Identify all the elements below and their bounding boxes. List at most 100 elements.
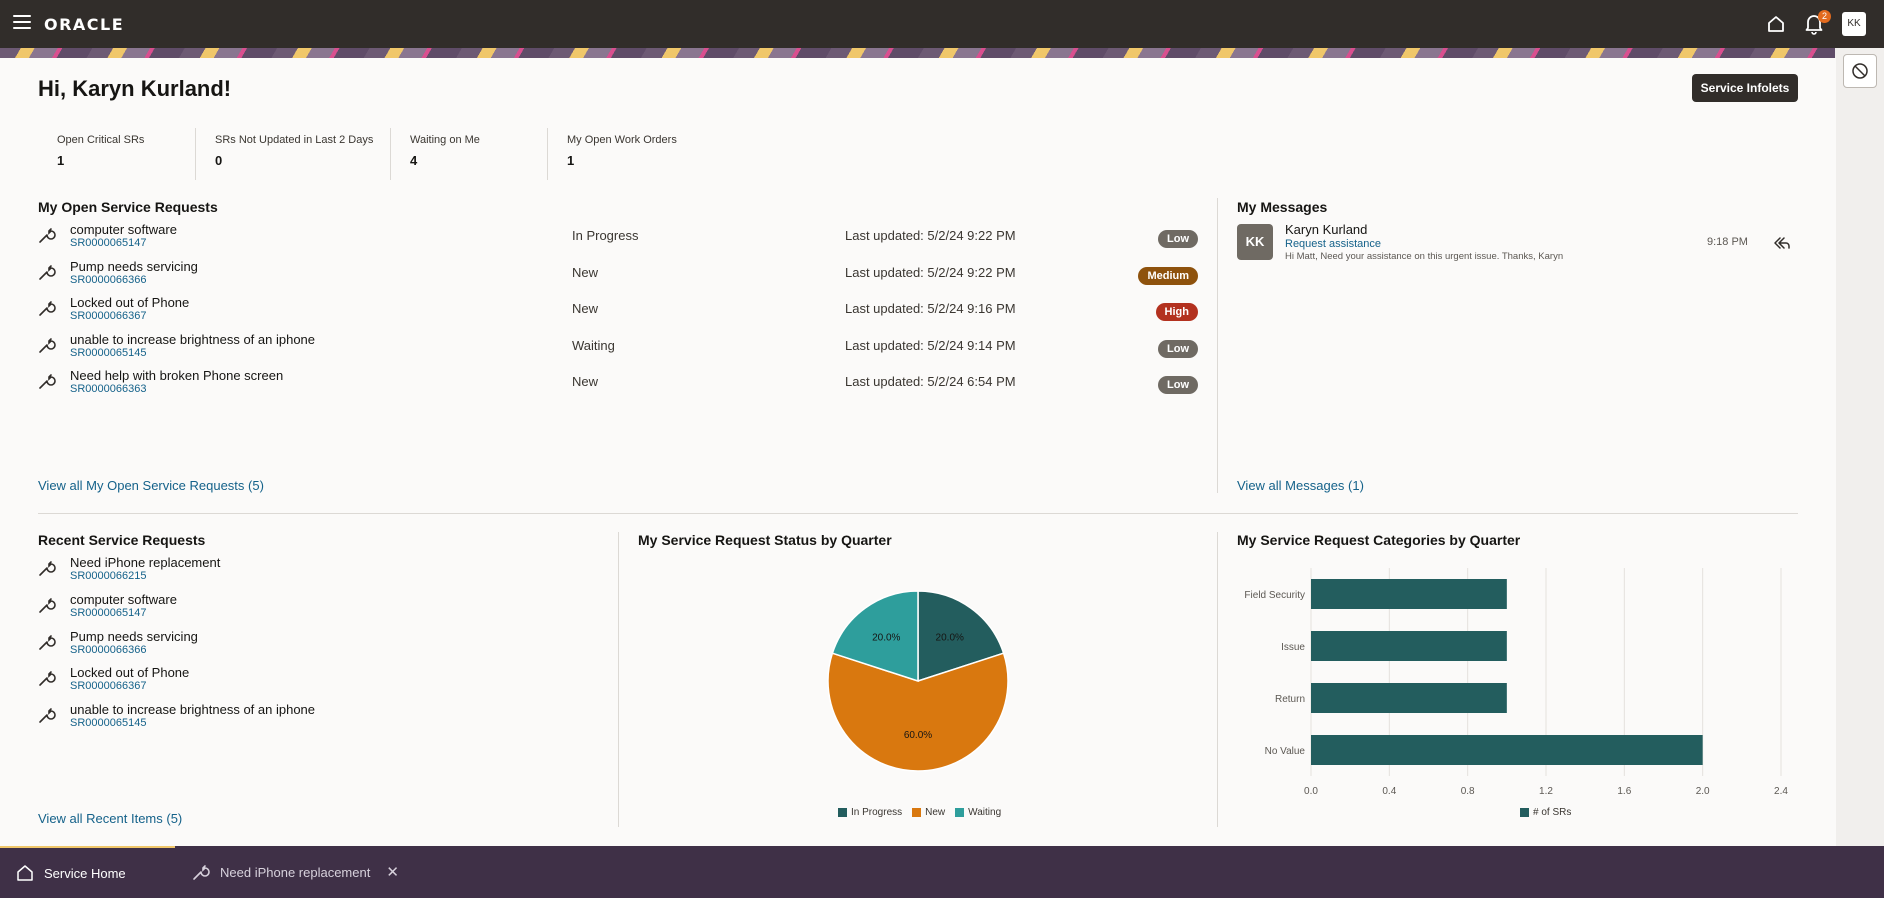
view-all-recent-link[interactable]: View all Recent Items (5) [38, 811, 183, 826]
legend-item[interactable]: # of SRs [1520, 807, 1571, 818]
sr-number-link[interactable]: SR0000066367 [70, 680, 147, 693]
x-tick-label: 0.4 [1382, 786, 1396, 797]
sr-number-link[interactable]: SR0000065145 [70, 717, 147, 730]
sr-title: Locked out of Phone [70, 665, 190, 681]
menu-icon[interactable] [13, 15, 31, 31]
close-icon[interactable]: ✕ [386, 864, 399, 881]
list-item[interactable]: computer software SR0000065147 In Progre… [38, 220, 1198, 257]
sr-status: New [572, 264, 599, 280]
pie-slice-new[interactable] [827, 652, 1009, 772]
sr-title: Need iPhone replacement [70, 555, 221, 570]
bar-return[interactable] [1311, 683, 1507, 713]
sr-title: computer software [70, 222, 177, 237]
legend-item[interactable]: In Progress [838, 807, 902, 818]
list-item[interactable]: computer software SR0000065147 [38, 590, 598, 627]
tab-service-home[interactable]: Service Home [0, 846, 175, 898]
list-item[interactable]: Pump needs servicing SR0000066366 New La… [38, 257, 1198, 294]
notification-badge: 2 [1818, 10, 1831, 23]
bar-legend: # of SRs [1520, 807, 1571, 818]
divider [1217, 532, 1218, 827]
pie-slice-in-progress[interactable] [917, 590, 1005, 683]
decorative-banner [0, 48, 1835, 58]
side-panel-button[interactable] [1843, 54, 1877, 88]
service-infolets-button[interactable]: Service Infolets [1692, 74, 1798, 102]
metric-open-critical[interactable]: Open Critical SRs 1 [38, 128, 196, 180]
legend-label: # of SRs [1533, 807, 1572, 818]
message-item[interactable]: KK Karyn Kurland Request assistance Hi M… [1237, 222, 1799, 262]
sr-number-link[interactable]: SR0000066366 [70, 273, 147, 286]
sr-number-link[interactable]: SR0000066363 [70, 383, 147, 395]
side-rail [1836, 48, 1884, 846]
priority-badge: High [1155, 303, 1198, 321]
legend-swatch [1520, 808, 1529, 817]
message-time: 9:18 PM [1707, 236, 1748, 248]
pie-slice-waiting[interactable] [831, 590, 919, 683]
list-item[interactable]: unable to increase brightness of an ipho… [38, 700, 598, 737]
open-requests-title: My Open Service Requests [38, 199, 218, 215]
sr-status: New [572, 301, 599, 316]
x-tick-label: 0.8 [1461, 786, 1475, 797]
notifications-button[interactable]: 2 [1804, 10, 1831, 35]
home-icon[interactable] [1766, 14, 1786, 34]
avatar: KK [1237, 224, 1273, 260]
view-all-open-requests-link[interactable]: View all My Open Service Requests (5) [38, 478, 264, 493]
metric-value: 4 [410, 153, 418, 168]
sr-title: computer software [70, 591, 177, 607]
user-avatar[interactable]: KK [1842, 12, 1866, 36]
message-subject-link[interactable]: Request assistance [1285, 238, 1381, 250]
oracle-logo[interactable]: ORACLE [44, 15, 125, 34]
legend-item[interactable]: Waiting [955, 807, 1001, 818]
sr-status: Waiting [572, 337, 615, 353]
sr-number-link[interactable]: SR0000066367 [70, 310, 147, 322]
wrench-icon [39, 337, 56, 353]
wrench-icon [39, 264, 56, 280]
open-requests-list: computer software SR0000065147 In Progre… [38, 220, 1198, 403]
status-chart-title: My Service Request Status by Quarter [638, 532, 892, 548]
list-item[interactable]: Locked out of Phone SR0000066367 [38, 663, 598, 700]
message-sender: Karyn Kurland [1285, 222, 1368, 237]
sr-title: Pump needs servicing [70, 628, 198, 644]
wrench-icon [39, 301, 56, 316]
sr-title: Pump needs servicing [70, 258, 198, 274]
metric-open-work-orders[interactable]: My Open Work Orders 1 [548, 128, 718, 180]
bar-no-value[interactable] [1311, 735, 1703, 765]
y-tick-label: Issue [1281, 642, 1305, 653]
list-item[interactable]: Locked out of Phone SR0000066367 New Las… [38, 293, 1198, 330]
metric-waiting-on-me[interactable]: Waiting on Me 4 [391, 128, 548, 180]
bar-field-security[interactable] [1311, 579, 1507, 609]
list-item[interactable]: Pump needs servicing SR0000066366 [38, 627, 598, 664]
bar-issue[interactable] [1311, 631, 1507, 661]
wrench-icon [193, 865, 210, 880]
message-body: Hi Matt, Need your assistance on this ur… [1285, 251, 1564, 262]
sr-title: Need help with broken Phone screen [70, 368, 284, 383]
list-item[interactable]: Need help with broken Phone screen SR000… [38, 366, 1198, 403]
wrench-icon [39, 708, 56, 723]
list-item[interactable]: unable to increase brightness of an ipho… [38, 330, 1198, 367]
tab-sr-detail[interactable]: Need iPhone replacement ✕ [192, 846, 399, 898]
tab-label: Service Home [44, 865, 126, 881]
sr-number-link[interactable]: SR0000065145 [70, 346, 147, 359]
sr-number-link[interactable]: SR0000066366 [70, 643, 147, 656]
sr-status: New [572, 374, 599, 389]
list-item[interactable]: Need iPhone replacement SR0000066215 [38, 553, 598, 590]
legend-swatch [912, 808, 922, 817]
legend-item[interactable]: New [912, 807, 945, 818]
reply-all-icon[interactable] [1773, 234, 1791, 252]
sr-updated: Last updated: 5/2/24 9:16 PM [845, 301, 1016, 316]
divider [1217, 198, 1218, 493]
priority-badge: Low [1158, 339, 1198, 358]
sr-number-link[interactable]: SR0000065147 [70, 606, 147, 619]
metric-not-updated[interactable]: SRs Not Updated in Last 2 Days 0 [196, 128, 391, 180]
sr-title: unable to increase brightness of an ipho… [70, 702, 316, 718]
sr-number-link[interactable]: SR0000066215 [70, 570, 147, 582]
metrics-strip: Open Critical SRs 1 SRs Not Updated in L… [38, 128, 718, 180]
wrench-icon [39, 634, 56, 650]
bell-icon [1805, 15, 1823, 35]
legend-label: In Progress [851, 807, 903, 818]
wrench-icon [39, 671, 56, 687]
x-tick-label: 1.2 [1539, 786, 1553, 797]
view-all-messages-link[interactable]: View all Messages (1) [1237, 478, 1364, 493]
x-tick-label: 2.4 [1774, 786, 1788, 797]
sr-number-link[interactable]: SR0000065147 [70, 237, 147, 249]
recent-requests-list: Need iPhone replacement SR0000066215 com… [38, 553, 598, 737]
